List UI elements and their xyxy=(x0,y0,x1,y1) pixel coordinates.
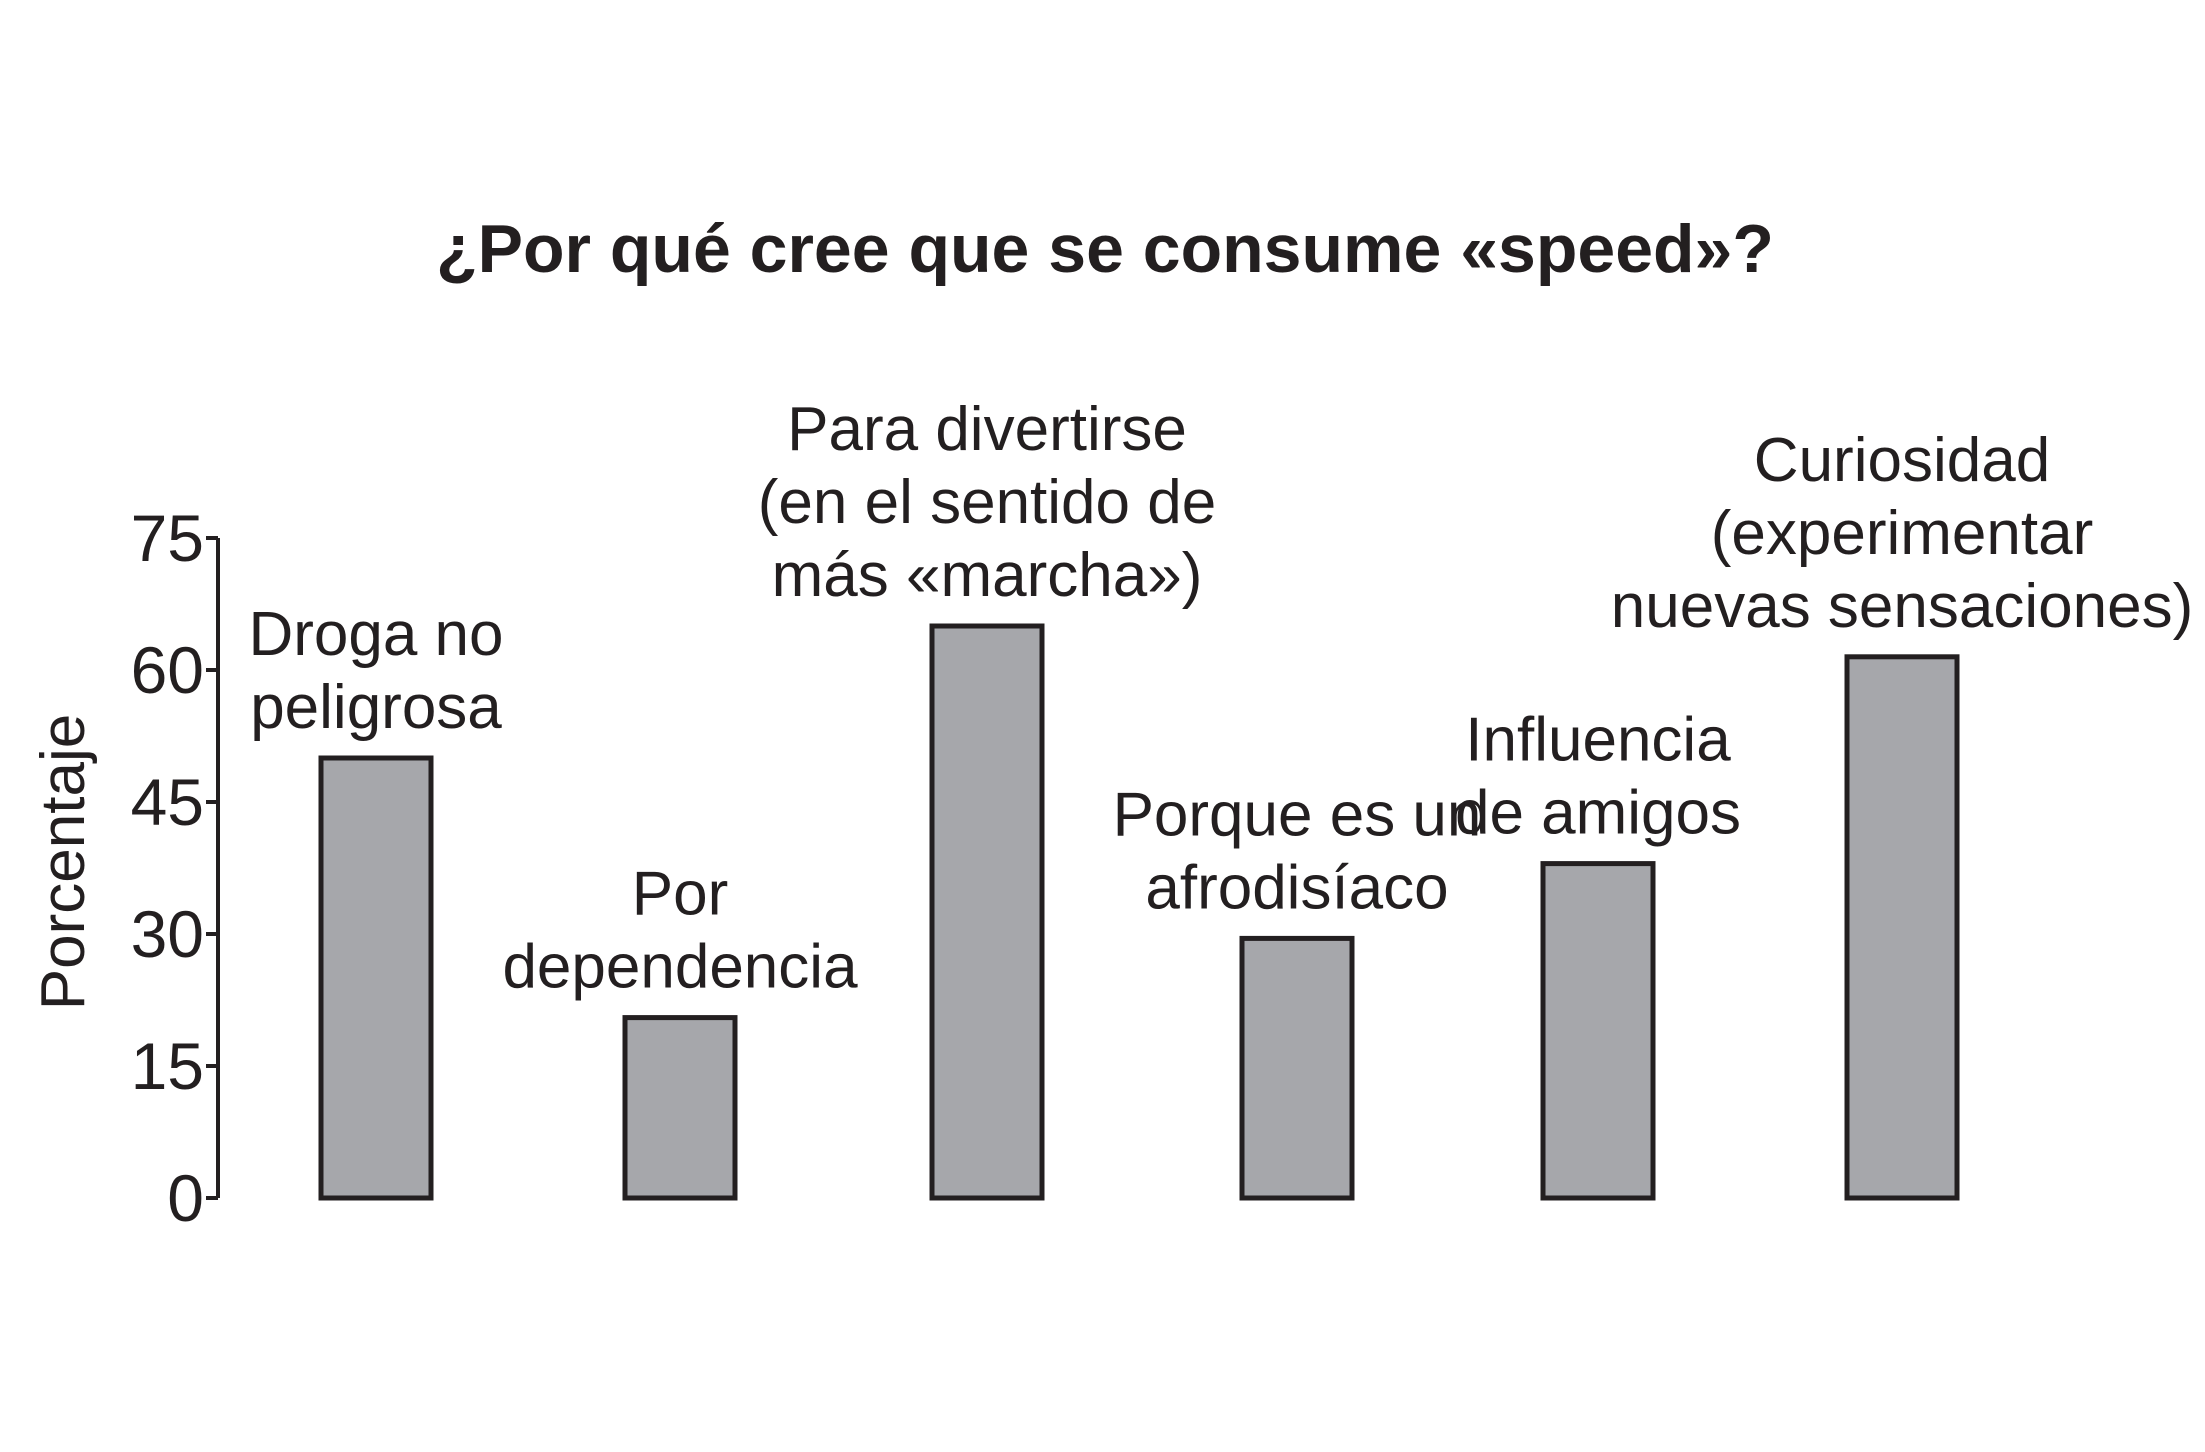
category-label-line: de amigos xyxy=(1455,779,1741,848)
bar xyxy=(318,755,434,1201)
category-label-line: Curiosidad xyxy=(1754,426,2050,495)
category-label: Porque es un afrodisíaco xyxy=(1113,780,1482,922)
category-label-line: (experimentar xyxy=(1711,499,2093,568)
bars xyxy=(318,623,1960,1201)
category-label-line: peligrosa xyxy=(250,673,502,742)
bar xyxy=(1239,935,1355,1201)
category-label-line: Porque es un xyxy=(1113,780,1482,849)
category-label-line: Droga no xyxy=(248,600,503,669)
bar xyxy=(1844,654,1960,1201)
category-label-line: Por xyxy=(632,860,728,929)
y-axis: 0 15 30 45 60 75 xyxy=(131,501,220,1235)
bar xyxy=(1540,861,1656,1201)
category-labels: Droga no peligrosa Por dependencia Para dive… xyxy=(248,395,2193,1002)
category-label-line: (en el sentido de xyxy=(758,468,1216,537)
chart-title: ¿Por qué cree que se consume «speed»? xyxy=(436,211,1774,287)
category-label-line: más «marcha») xyxy=(772,541,1203,610)
category-label-line: afrodisíaco xyxy=(1145,853,1448,922)
y-tick-label: 30 xyxy=(131,897,204,971)
y-tick-label: 0 xyxy=(167,1161,204,1235)
category-label-line: Influencia xyxy=(1465,706,1731,775)
y-axis-title: Porcentaje xyxy=(29,714,98,1010)
y-tick-label: 60 xyxy=(131,633,204,707)
y-tick-label: 75 xyxy=(131,501,204,575)
category-label-line: Para divertirse xyxy=(787,395,1187,464)
category-label: Influencia de amigos xyxy=(1455,706,1741,848)
category-label-line: dependencia xyxy=(502,933,858,1002)
category-label: Curiosidad (experimentar nuevas sensacione… xyxy=(1611,426,2193,641)
bar xyxy=(622,1015,738,1201)
y-tick-label: 15 xyxy=(131,1029,204,1103)
category-label: Para divertirse (en el sentido de más «mar… xyxy=(758,395,1216,610)
bar xyxy=(929,623,1045,1201)
category-label: Droga no peligrosa xyxy=(248,600,503,742)
category-label: Por dependencia xyxy=(502,860,858,1002)
y-tick-label: 45 xyxy=(131,765,204,839)
category-label-line: nuevas sensaciones) xyxy=(1611,572,2193,641)
